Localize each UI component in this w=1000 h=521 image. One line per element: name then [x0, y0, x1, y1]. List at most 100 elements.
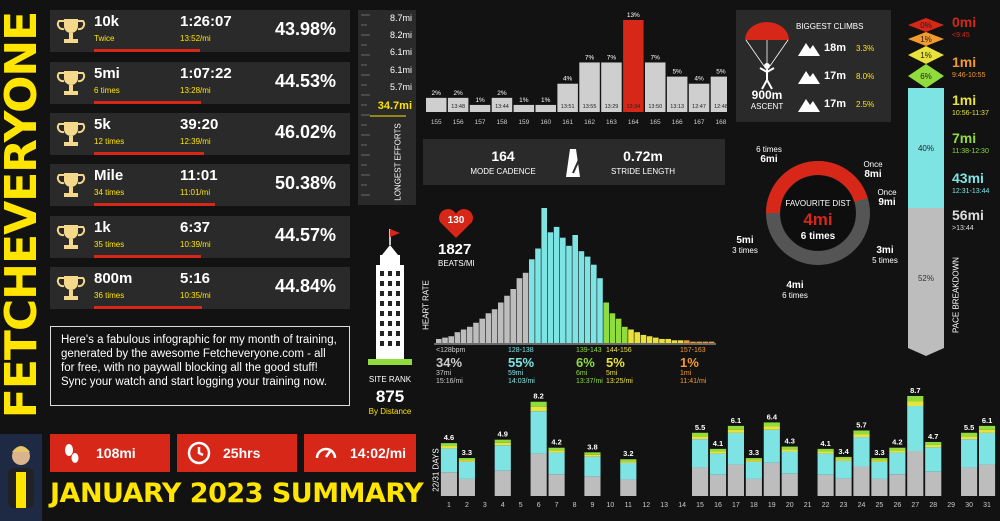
- day-bar-tempo: [907, 396, 924, 402]
- day-bar-steady: [978, 432, 996, 465]
- speedometer-icon: [315, 447, 337, 459]
- day-bar-fast: [584, 454, 601, 457]
- day-tick-label: 21: [804, 502, 812, 509]
- day-bar-fast: [781, 449, 798, 452]
- pace-segment: [908, 88, 944, 216]
- day-tick-label: 6: [537, 502, 541, 509]
- longest-effort: 8.2mi: [389, 30, 412, 40]
- pb-percent: 44.57%: [274, 225, 336, 245]
- day-tick-label: 2: [465, 502, 469, 509]
- day-bar-label: 6.1: [731, 416, 741, 425]
- pb-percent: 43.98%: [274, 19, 336, 39]
- cadence-pct: 7%: [585, 54, 595, 61]
- heart-rate-bar: [591, 264, 597, 343]
- day-bar-easy: [530, 453, 547, 496]
- day-bar-steady: [925, 447, 942, 472]
- pb-percent-bar: [94, 152, 204, 155]
- day-bar-label: 8.7: [910, 388, 920, 395]
- climb-grade: 2.5%: [856, 100, 875, 109]
- climb-grade: 8.0%: [856, 72, 875, 81]
- day-bar-label: 3.2: [623, 449, 633, 458]
- pace-row-dist: 1mi: [952, 54, 977, 70]
- day-bar-easy: [961, 467, 978, 496]
- day-bar-label: 3.3: [874, 448, 884, 457]
- pb-name: 10k: [94, 13, 120, 30]
- day-bar-label: 4.2: [892, 438, 902, 447]
- cadence-category: 164: [628, 119, 639, 126]
- day-bar-fast: [961, 436, 978, 440]
- day-bar-steady: [584, 456, 601, 477]
- cadence-pct: 2%: [497, 90, 507, 97]
- heart-rate-bar: [677, 340, 684, 343]
- day-bar-tempo: [620, 459, 637, 462]
- heart-rate-bar: [696, 341, 702, 343]
- day-bar-fast: [691, 436, 709, 440]
- heart-rate-bar: [572, 235, 578, 343]
- day-bar-tempo: [691, 432, 709, 437]
- heart-rate-bar: [622, 326, 628, 343]
- pb-row-4: 1k 35 times 6:37 10:39/mi 44.57%: [50, 216, 350, 258]
- day-tick-label: 13: [660, 502, 668, 509]
- day-bar-steady: [853, 437, 870, 467]
- cadence-category: 156: [453, 119, 464, 126]
- hr-zone-dist: 37mi: [436, 370, 452, 377]
- pace-segment-pct: 40%: [918, 144, 934, 153]
- cadence-pace: 12:47: [692, 104, 706, 110]
- day-bar-fast: [763, 426, 780, 430]
- day-bar-easy: [494, 470, 511, 496]
- day-bar-fast: [709, 451, 727, 454]
- day-bar-steady: [907, 406, 924, 451]
- pace-row-dist: 0mi: [952, 14, 977, 30]
- pb-pace: 13:52/mi: [180, 34, 211, 43]
- brand-name: FETCHEVERYONE: [0, 11, 47, 419]
- day-bar-fast: [978, 429, 996, 433]
- summary-title: JANUARY 2023 SUMMARY: [50, 478, 424, 509]
- pb-percent: 44.84%: [274, 276, 336, 296]
- pace-row-dist: 43mi: [952, 170, 984, 186]
- day-bar-label: 5.5: [964, 423, 974, 432]
- day-tick-label: 8: [573, 502, 577, 509]
- heart-rate-bar: [516, 278, 523, 343]
- day-tick-label: 23: [840, 502, 848, 509]
- day-bar-fast: [494, 442, 511, 446]
- heart-rate-summary: 130 1827 BEATS/MI: [436, 208, 476, 288]
- mountain-icon: [798, 43, 820, 56]
- day-bar-easy: [584, 476, 601, 496]
- cadence-pace: 13:44: [495, 104, 509, 110]
- heart-rate-bar: [553, 226, 560, 343]
- climb-grade: 3.3%: [856, 44, 875, 53]
- stride-length-label: STRIDE LENGTH: [610, 167, 675, 176]
- pace-segment-pct: 1%: [920, 51, 932, 60]
- heart-rate-label: HEART RATE: [421, 280, 431, 330]
- site-rank: SITE RANK 875 By Distance: [360, 225, 420, 425]
- pace-segment: [908, 18, 944, 32]
- climb-dist: 17m: [824, 70, 847, 82]
- pb-count: 6 times: [94, 86, 120, 95]
- day-tick-label: 20: [786, 502, 794, 509]
- day-tick-label: 16: [714, 502, 722, 509]
- heart-rate-bar: [504, 295, 510, 343]
- cadence-pct: 1%: [475, 97, 485, 104]
- day-bar-steady: [817, 453, 834, 475]
- day-bar-easy: [925, 471, 942, 496]
- cadence-category: 155: [431, 119, 442, 126]
- day-bar-label: 3.4: [838, 447, 849, 456]
- day-bar-fast: [620, 461, 637, 463]
- pace-row-dist: 1mi: [952, 92, 977, 108]
- day-tick-label: 11: [625, 502, 632, 509]
- day-bar-steady: [871, 461, 888, 479]
- hr-zone-pct: 55%: [508, 355, 535, 370]
- day-tick-label: 30: [965, 502, 973, 509]
- day-bar-tempo: [871, 458, 888, 461]
- ascent-value: 900m: [751, 88, 783, 102]
- hr-zone-pct: 1%: [680, 355, 699, 370]
- trophy-icon: [56, 19, 86, 43]
- cadence-category: 163: [606, 119, 617, 126]
- day-bar-easy: [817, 474, 834, 496]
- hr-zone-dist: 59mi: [508, 370, 524, 377]
- day-bar-fast: [530, 406, 547, 412]
- day-bar-steady: [494, 445, 511, 471]
- day-bar-easy: [781, 473, 798, 496]
- biggest-climbs-title: BIGGEST CLIMBS: [796, 22, 864, 31]
